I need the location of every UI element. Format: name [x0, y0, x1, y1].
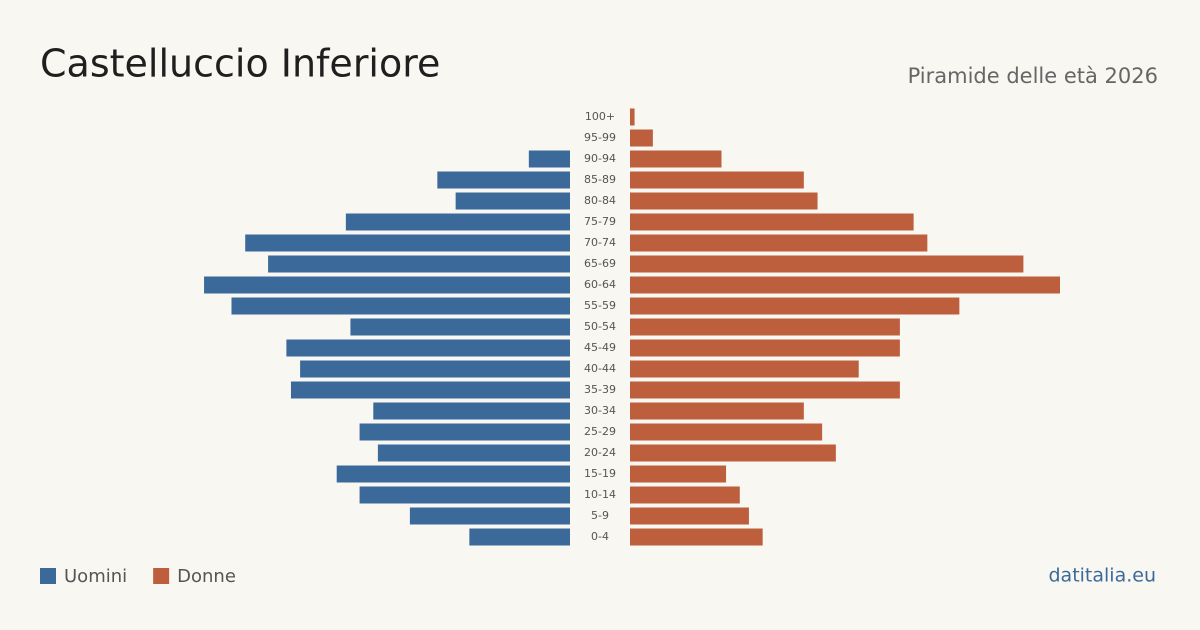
age-label: 0-4: [591, 530, 609, 543]
bar: [630, 129, 653, 147]
bar: [345, 213, 570, 231]
bar: [286, 339, 570, 357]
bar: [630, 528, 763, 546]
age-label: 40-44: [584, 362, 616, 375]
bar: [630, 297, 960, 315]
age-label: 15-19: [584, 467, 616, 480]
age-label: 90-94: [584, 152, 616, 165]
bar: [630, 213, 914, 231]
legend-swatch: [153, 568, 170, 584]
age-label: 65-69: [584, 257, 616, 270]
bar: [630, 150, 722, 168]
age-label: 60-64: [584, 278, 616, 291]
bar: [630, 486, 740, 504]
age-label: 70-74: [584, 236, 616, 249]
age-label: 25-29: [584, 425, 616, 438]
age-label: 5-9: [591, 509, 609, 522]
bar: [630, 171, 804, 189]
bar: [231, 297, 570, 315]
age-label: 85-89: [584, 173, 616, 186]
age-label: 20-24: [584, 446, 616, 459]
age-label: 95-99: [584, 131, 616, 144]
bar: [350, 318, 570, 336]
age-label: 50-54: [584, 320, 616, 333]
bar: [409, 507, 570, 525]
bar: [630, 360, 859, 378]
bar: [290, 381, 570, 399]
bar: [630, 465, 727, 483]
age-label: 55-59: [584, 299, 616, 312]
age-label: 75-79: [584, 215, 616, 228]
age-label: 30-34: [584, 404, 616, 417]
age-label: 10-14: [584, 488, 616, 501]
bar: [630, 381, 900, 399]
bar: [268, 255, 570, 273]
bar: [469, 528, 570, 546]
bar: [359, 486, 570, 504]
legend-swatch: [40, 568, 56, 584]
bar: [455, 192, 570, 210]
bar: [373, 402, 570, 420]
bar: [630, 234, 928, 252]
bar: [630, 108, 635, 126]
bar: [630, 318, 900, 336]
bar: [630, 339, 900, 357]
bar: [630, 423, 823, 441]
bar: [630, 444, 836, 462]
bar: [437, 171, 570, 189]
bar: [377, 444, 570, 462]
legend-label: Donne: [177, 566, 236, 587]
age-label: 35-39: [584, 383, 616, 396]
bar: [630, 192, 818, 210]
chart-subtitle: Piramide delle età 2026: [908, 64, 1158, 88]
age-label: 100+: [585, 110, 615, 123]
bar: [204, 276, 571, 294]
bar: [630, 507, 749, 525]
source: datitalia.eu: [1049, 565, 1157, 587]
legend-label: Uomini: [64, 566, 127, 587]
bar: [630, 255, 1024, 273]
bar: [630, 276, 1060, 294]
bar: [336, 465, 570, 483]
bar: [245, 234, 570, 252]
age-label: 80-84: [584, 194, 616, 207]
bar: [630, 402, 804, 420]
bar: [528, 150, 570, 168]
bar: [300, 360, 570, 378]
age-label: 45-49: [584, 341, 616, 354]
chart-title: Castelluccio Inferiore: [40, 42, 440, 86]
bar: [359, 423, 570, 441]
